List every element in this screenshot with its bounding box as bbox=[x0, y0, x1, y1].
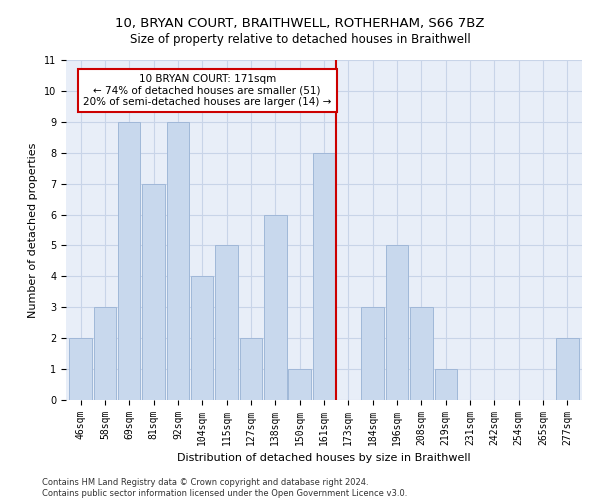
Bar bbox=[191, 276, 214, 400]
Text: 10, BRYAN COURT, BRAITHWELL, ROTHERHAM, S66 7BZ: 10, BRYAN COURT, BRAITHWELL, ROTHERHAM, … bbox=[115, 18, 485, 30]
Bar bbox=[70, 338, 92, 400]
Text: Size of property relative to detached houses in Braithwell: Size of property relative to detached ho… bbox=[130, 32, 470, 46]
Bar bbox=[410, 308, 433, 400]
Bar bbox=[434, 369, 457, 400]
Text: 10 BRYAN COURT: 171sqm
← 74% of detached houses are smaller (51)
20% of semi-det: 10 BRYAN COURT: 171sqm ← 74% of detached… bbox=[83, 74, 331, 107]
Bar bbox=[142, 184, 165, 400]
Y-axis label: Number of detached properties: Number of detached properties bbox=[28, 142, 38, 318]
Bar bbox=[313, 152, 335, 400]
Bar bbox=[264, 214, 287, 400]
Bar bbox=[556, 338, 578, 400]
Bar bbox=[118, 122, 140, 400]
Bar bbox=[289, 369, 311, 400]
Bar bbox=[215, 246, 238, 400]
Bar bbox=[361, 308, 384, 400]
Bar bbox=[94, 308, 116, 400]
Text: Contains HM Land Registry data © Crown copyright and database right 2024.
Contai: Contains HM Land Registry data © Crown c… bbox=[42, 478, 407, 498]
Bar bbox=[240, 338, 262, 400]
Bar bbox=[386, 246, 408, 400]
X-axis label: Distribution of detached houses by size in Braithwell: Distribution of detached houses by size … bbox=[177, 454, 471, 464]
Bar bbox=[167, 122, 189, 400]
